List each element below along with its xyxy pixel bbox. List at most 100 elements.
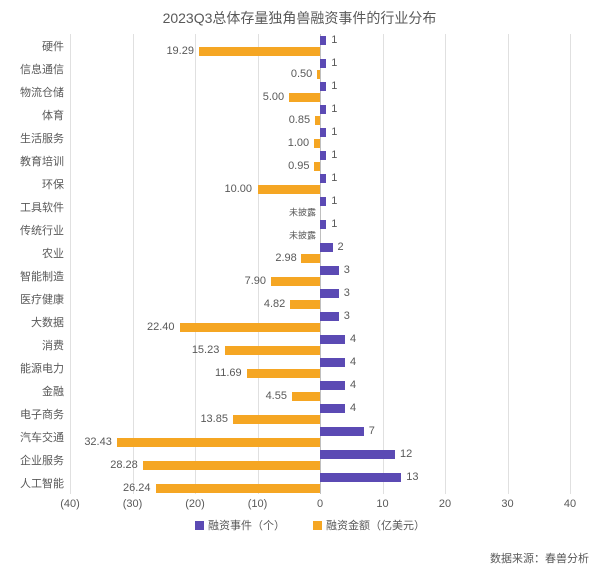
y-tick-label: 生活服务 — [20, 130, 64, 146]
gridline — [258, 34, 259, 494]
bar-amount — [290, 300, 320, 309]
y-tick-label: 工具软件 — [20, 199, 64, 215]
y-tick-label: 环保 — [42, 176, 64, 192]
data-label-amount: 0.85 — [289, 114, 310, 126]
x-tick-label: (40) — [60, 498, 80, 510]
data-label-amount: 未披露 — [289, 206, 316, 219]
data-label-events: 2 — [338, 241, 344, 253]
bar-amount — [258, 185, 321, 194]
data-label-amount: 2.98 — [275, 252, 296, 264]
source-text: 数据来源：春兽分析 — [490, 550, 589, 566]
data-label-amount: 13.85 — [200, 413, 228, 425]
y-tick-label: 教育培训 — [20, 153, 64, 169]
y-tick-label: 企业服务 — [20, 452, 64, 468]
legend-swatch-events — [195, 521, 204, 530]
data-label-events: 1 — [331, 195, 337, 207]
bar-events — [320, 197, 326, 206]
y-tick-label: 大数据 — [31, 314, 64, 330]
data-label-events: 4 — [350, 333, 356, 345]
x-tick-label: 10 — [376, 498, 388, 510]
y-tick-label: 医疗健康 — [20, 291, 64, 307]
data-label-amount: 5.00 — [263, 91, 284, 103]
bar-events — [320, 174, 326, 183]
y-tick-label: 硬件 — [42, 38, 64, 54]
x-tick-label: 0 — [317, 498, 323, 510]
data-label-events: 12 — [400, 448, 412, 460]
gridline — [570, 34, 571, 494]
bar-events — [320, 220, 326, 229]
bar-events — [320, 128, 326, 137]
data-label-amount: 32.43 — [84, 436, 112, 448]
bar-events — [320, 427, 364, 436]
data-label-events: 7 — [369, 425, 375, 437]
data-label-events: 4 — [350, 402, 356, 414]
data-label-amount: 22.40 — [147, 321, 175, 333]
bar-amount — [292, 392, 320, 401]
bar-events — [320, 36, 326, 45]
data-label-events: 1 — [331, 80, 337, 92]
y-tick-label: 智能制造 — [20, 268, 64, 284]
bar-events — [320, 82, 326, 91]
bar-events — [320, 358, 345, 367]
y-tick-label: 物流仓储 — [20, 84, 64, 100]
plot-area: (40)(30)(20)(10)010203040119.2910.5015.0… — [70, 34, 570, 494]
x-tick-label: 40 — [564, 498, 576, 510]
bar-events — [320, 105, 326, 114]
bar-events — [320, 59, 326, 68]
data-label-events: 1 — [331, 34, 337, 46]
gridline — [445, 34, 446, 494]
legend: 融资事件（个） 融资金额（亿美元） — [195, 517, 425, 533]
bar-amount — [233, 415, 320, 424]
bar-amount — [315, 116, 320, 125]
data-label-events: 4 — [350, 356, 356, 368]
bar-amount — [156, 484, 320, 493]
data-label-events: 1 — [331, 149, 337, 161]
bar-amount — [180, 323, 320, 332]
bar-events — [320, 381, 345, 390]
y-tick-label: 消费 — [42, 337, 64, 353]
y-tick-label: 农业 — [42, 245, 64, 261]
gridline — [70, 34, 71, 494]
y-tick-label: 信息通信 — [20, 61, 64, 77]
bar-amount — [117, 438, 320, 447]
data-label-amount: 11.69 — [215, 367, 242, 379]
bar-amount — [225, 346, 320, 355]
data-label-amount: 4.82 — [264, 298, 285, 310]
data-label-amount: 0.95 — [288, 160, 309, 172]
x-tick-label: 20 — [439, 498, 451, 510]
gridline — [508, 34, 509, 494]
x-tick-label: (20) — [185, 498, 205, 510]
data-label-events: 3 — [344, 264, 350, 276]
bar-events — [320, 289, 339, 298]
y-tick-label: 体育 — [42, 107, 64, 123]
gridline — [133, 34, 134, 494]
bar-amount — [314, 139, 320, 148]
bar-amount — [247, 369, 320, 378]
bar-events — [320, 266, 339, 275]
bar-events — [320, 473, 401, 482]
data-label-amount: 1.00 — [288, 137, 309, 149]
data-label-events: 3 — [344, 287, 350, 299]
data-label-events: 1 — [331, 172, 337, 184]
data-label-amount: 未披露 — [289, 229, 316, 242]
gridline — [383, 34, 384, 494]
legend-item-amount: 融资金额（亿美元） — [313, 517, 425, 533]
bar-amount — [199, 47, 320, 56]
y-tick-label: 能源电力 — [20, 360, 64, 376]
data-label-amount: 15.23 — [192, 344, 220, 356]
data-label-amount: 4.55 — [266, 390, 287, 402]
data-label-events: 4 — [350, 379, 356, 391]
y-tick-label: 金融 — [42, 383, 64, 399]
data-label-amount: 10.00 — [225, 183, 253, 195]
y-tick-label: 人工智能 — [20, 475, 64, 491]
legend-item-events: 融资事件（个） — [195, 517, 285, 533]
bar-amount — [289, 93, 320, 102]
gridline — [320, 34, 321, 494]
data-label-events: 3 — [344, 310, 350, 322]
data-label-events: 13 — [406, 471, 418, 483]
data-label-events: 1 — [331, 126, 337, 138]
legend-label-amount: 融资金额（亿美元） — [326, 517, 425, 533]
legend-label-events: 融资事件（个） — [208, 517, 285, 533]
bar-events — [320, 404, 345, 413]
bar-amount — [271, 277, 320, 286]
